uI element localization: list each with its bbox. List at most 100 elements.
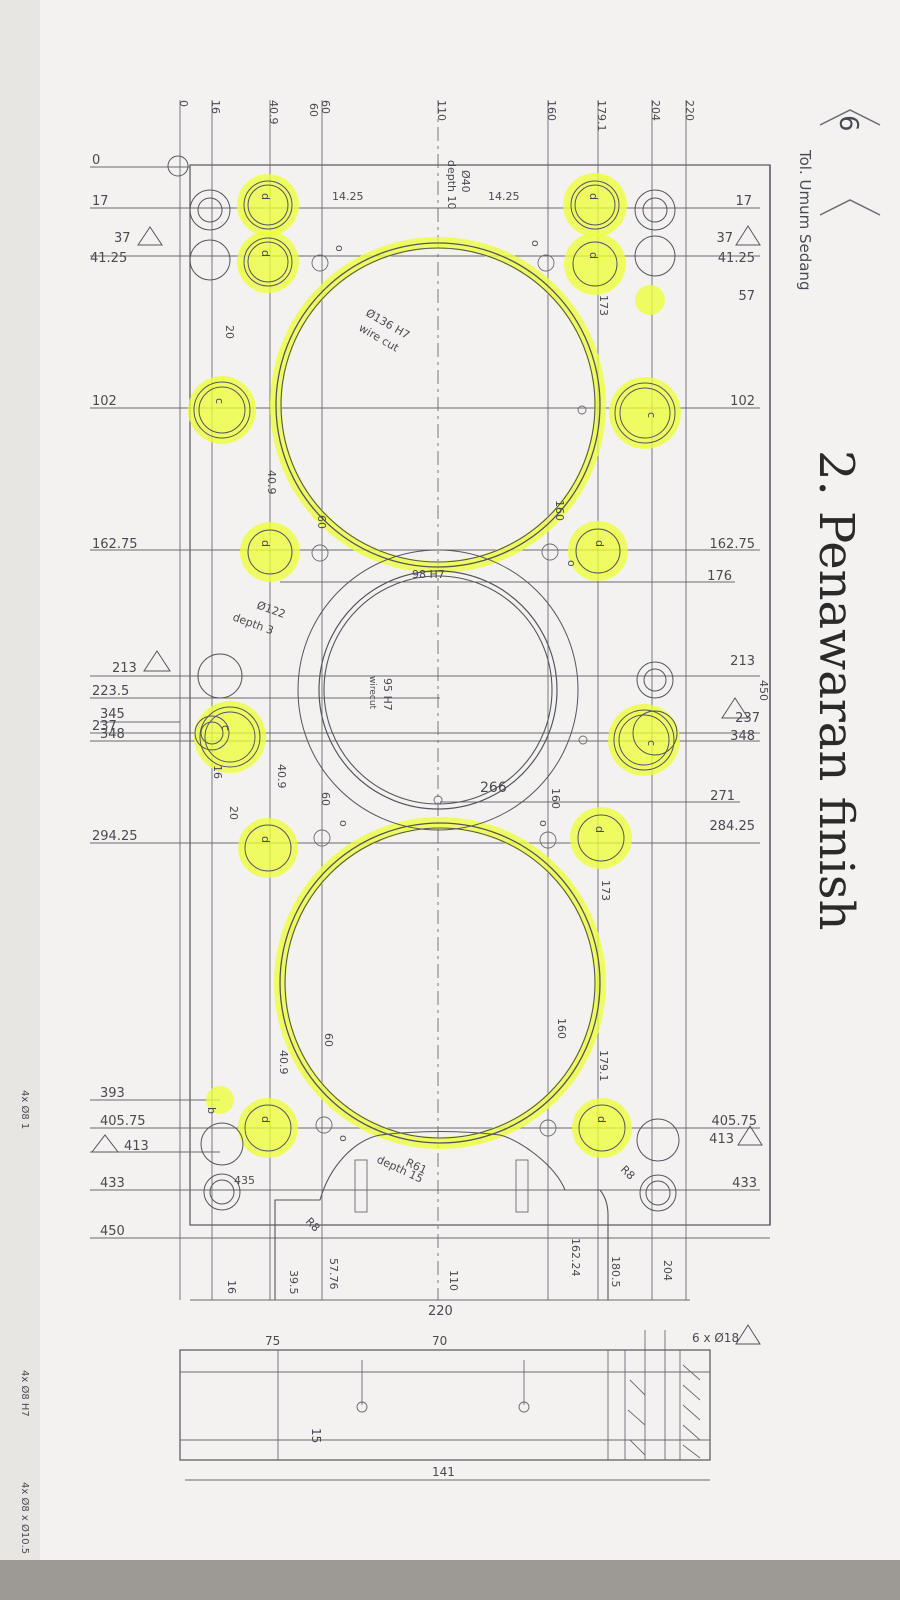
left-dimension-labels: 0 17 37 41.25 102 162.75 213 223.5 237 2…	[90, 153, 149, 1239]
dim-348: 348	[100, 727, 125, 742]
rdim-176: 176	[707, 569, 732, 584]
ord-179-1: 179.1	[595, 100, 608, 132]
svg-text:16: 16	[211, 765, 224, 779]
rdim-284-25: 284.25	[710, 819, 756, 834]
dim-37: 37	[114, 231, 131, 246]
svg-text:20: 20	[227, 806, 240, 820]
left-ordinate-labels: 220 204 179.1 160 110 60 40.9 16 0	[177, 100, 696, 132]
svg-text:141: 141	[432, 1465, 455, 1479]
svg-text:16: 16	[225, 1280, 238, 1294]
callout-bore-mid-note: wirecut	[367, 676, 377, 710]
svg-text:173: 173	[597, 295, 610, 316]
dim-413: 413	[124, 1139, 149, 1154]
svg-text:14.25: 14.25	[488, 190, 520, 203]
callout-bottom-holes: 6 x Ø18	[692, 1331, 739, 1345]
svg-text:40.9: 40.9	[277, 1050, 290, 1075]
rdim-237: 237	[735, 711, 760, 726]
rdim-37: 37	[716, 231, 733, 246]
rdim-433: 433	[732, 1176, 757, 1191]
svg-text:d: d	[595, 1116, 608, 1123]
handwritten-title: 2. Penawaran finish	[808, 450, 864, 930]
bottom-pocket	[274, 1130, 609, 1300]
callout-depth-top: Ø40	[459, 170, 472, 193]
inner-dimension-labels: 14.25 14.25 173 173 20 20 40.9 40.9 40.9…	[211, 103, 612, 1187]
svg-text:c: c	[645, 412, 658, 418]
svg-text:220: 220	[428, 1304, 453, 1319]
svg-text:39.5: 39.5	[287, 1270, 300, 1295]
ord-160: 160	[545, 100, 558, 121]
margin-note-2: 4x Ø8 H7	[19, 1370, 31, 1417]
svg-text:d: d	[259, 1116, 272, 1123]
svg-text:o: o	[337, 820, 350, 827]
dim-433: 433	[100, 1176, 125, 1191]
hole-group	[167, 155, 681, 1212]
svg-text:d: d	[587, 252, 600, 259]
svg-text:173: 173	[599, 880, 612, 901]
dim-17: 17	[92, 194, 109, 209]
roughness-symbols	[819, 109, 881, 216]
svg-text:98 H7: 98 H7	[412, 568, 445, 581]
rdim-41-25: 41.25	[718, 251, 755, 266]
svg-text:180.5: 180.5	[609, 1256, 622, 1288]
dim-450: 450	[100, 1224, 125, 1239]
dim-41-25: 41.25	[90, 251, 127, 266]
svg-text:70: 70	[432, 1334, 447, 1348]
svg-text:160: 160	[555, 1018, 568, 1039]
svg-text:d: d	[593, 540, 606, 547]
dim-213: 213	[112, 661, 137, 676]
svg-text:160: 160	[549, 788, 562, 809]
svg-text:14.25: 14.25	[332, 190, 364, 203]
rdim-348: 348	[730, 729, 755, 744]
svg-text:d: d	[259, 250, 272, 257]
svg-text:o: o	[529, 240, 542, 247]
svg-text:b: b	[205, 1107, 218, 1114]
margin-note-1: 4x Ø8 x Ø10.5	[19, 1482, 31, 1554]
dim-162-75: 162.75	[92, 537, 138, 552]
bore-bottom	[274, 817, 606, 1149]
svg-text:c: c	[645, 740, 658, 746]
svg-text:d: d	[259, 540, 272, 547]
dim-0: 0	[92, 153, 100, 168]
svg-text:266: 266	[480, 780, 507, 796]
svg-text:110: 110	[447, 1270, 460, 1291]
margin-note-3: 4x Ø8 1	[19, 1090, 31, 1129]
right-dimension-labels: 17 37 41.25 57 102 162.75 176 213 237 27…	[707, 194, 760, 1191]
rdim-213: 213	[730, 654, 755, 669]
ord-204: 204	[649, 100, 662, 121]
ord-60: 60	[319, 100, 332, 114]
svg-text:60: 60	[315, 515, 328, 529]
ord-0: 0	[177, 100, 190, 107]
dim-294-25: 294.25	[92, 829, 138, 844]
svg-text:d: d	[259, 193, 272, 200]
svg-text:75: 75	[265, 1334, 280, 1348]
tolerance-note: Tol. Umum Sedang	[796, 149, 814, 290]
svg-text:d: d	[593, 826, 606, 833]
svg-text:160: 160	[553, 500, 566, 521]
section-view	[179, 1330, 711, 1481]
ord-16: 16	[209, 100, 222, 114]
rdim-17: 17	[735, 194, 752, 209]
ord-220: 220	[683, 100, 696, 121]
svg-text:57.76: 57.76	[327, 1258, 340, 1290]
dim-405-75: 405.75	[100, 1114, 146, 1129]
svg-text:162.24: 162.24	[569, 1238, 582, 1277]
ord-110: 110	[435, 100, 448, 121]
callout-depth-top-note: depth 10	[445, 160, 458, 210]
dim-345: 345	[100, 707, 125, 722]
svg-text:c: c	[213, 398, 226, 404]
svg-text:60: 60	[307, 103, 320, 117]
rdim-57: 57	[738, 289, 755, 304]
svg-text:179.1: 179.1	[597, 1050, 610, 1082]
svg-text:o: o	[337, 1135, 350, 1142]
bottom-slots	[354, 1159, 529, 1213]
dim-393: 393	[100, 1086, 125, 1101]
rdim-271: 271	[710, 789, 735, 804]
svg-text:20: 20	[223, 325, 236, 339]
svg-text:435: 435	[234, 1174, 255, 1187]
svg-text:o: o	[565, 560, 578, 567]
desk-shadow	[0, 1560, 900, 1600]
svg-text:15: 15	[309, 1428, 323, 1443]
dim-237: 237	[92, 719, 117, 734]
dim-102: 102	[92, 394, 117, 409]
